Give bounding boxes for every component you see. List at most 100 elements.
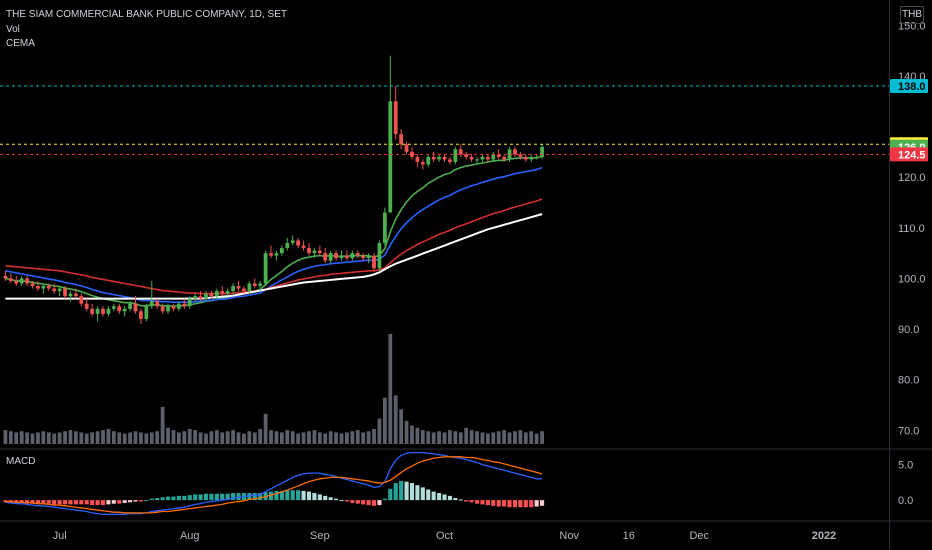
volume-bar xyxy=(274,431,279,444)
volume-bar xyxy=(328,431,333,444)
volume-bar xyxy=(529,431,534,444)
candle-body xyxy=(285,242,290,249)
macd-histogram-bar xyxy=(198,494,203,501)
macd-histogram-bar xyxy=(95,500,100,506)
volume-bar xyxy=(209,431,214,444)
volume-bar xyxy=(350,431,355,444)
macd-histogram-bar xyxy=(14,500,19,503)
volume-bar xyxy=(540,431,544,444)
candle-body xyxy=(101,308,105,314)
candle-body xyxy=(182,303,187,307)
macd-histogram-bar xyxy=(165,496,171,501)
macd-histogram-bar xyxy=(193,494,198,501)
candle-body xyxy=(73,293,78,297)
candle-body xyxy=(128,303,132,309)
ema-line-fast xyxy=(5,155,543,308)
macd-histogram-bar xyxy=(285,490,290,501)
volume-bar xyxy=(149,432,154,444)
macd-histogram-bar xyxy=(225,493,230,501)
volume-bar xyxy=(415,427,420,444)
volume-bar xyxy=(79,432,84,444)
volume-bar xyxy=(133,431,138,444)
volume-bar xyxy=(204,433,208,444)
candle-body xyxy=(388,101,393,213)
candle-body xyxy=(317,250,322,254)
macd-histogram-bar xyxy=(415,485,420,501)
volume-bar xyxy=(458,432,463,444)
macd-histogram-bar xyxy=(144,500,149,502)
candle-body xyxy=(290,240,295,243)
volume-bar xyxy=(30,433,35,444)
candle-body xyxy=(458,149,463,155)
volume-bar xyxy=(25,432,29,444)
macd-histogram-bar xyxy=(464,500,469,502)
volume-bar xyxy=(404,420,409,444)
volume-bar xyxy=(166,427,170,444)
volume-bar xyxy=(269,430,273,444)
candle-body xyxy=(231,286,235,292)
candle-body xyxy=(41,286,46,289)
volume-indicator-label[interactable]: Vol xyxy=(6,24,20,35)
currency-button[interactable]: THB xyxy=(900,6,924,24)
macd-histogram-bar xyxy=(57,500,62,505)
volume-bar xyxy=(534,433,539,444)
volume-bar xyxy=(63,431,67,444)
candle-body xyxy=(111,306,116,309)
macd-histogram-bar xyxy=(296,490,301,501)
candle-body xyxy=(426,156,431,165)
volume-bar xyxy=(507,432,512,444)
ema-line-mid xyxy=(5,166,543,304)
macd-histogram-bar xyxy=(344,500,349,502)
volume-bar xyxy=(366,431,371,444)
volume-bar xyxy=(312,430,317,444)
volume-bar xyxy=(279,432,284,444)
macd-histogram-bar xyxy=(518,500,523,508)
macd-histogram-bar xyxy=(68,500,73,505)
macd-histogram-bar xyxy=(25,500,30,503)
volume-bar xyxy=(258,428,263,444)
macd-histogram-bar xyxy=(52,500,57,505)
macd-histogram-bar xyxy=(106,500,111,505)
macd-tick-label: 5.0 xyxy=(898,460,913,472)
candle-body xyxy=(453,149,458,162)
candle-body xyxy=(144,306,149,319)
candle-body xyxy=(274,253,279,256)
volume-bar xyxy=(355,430,360,444)
macd-histogram-bar xyxy=(209,493,214,501)
volume-bar xyxy=(420,430,425,444)
candle-body xyxy=(361,255,366,259)
macd-histogram-bar xyxy=(84,500,89,505)
ema-indicator-label[interactable]: CEMA xyxy=(6,38,35,49)
macd-indicator-label[interactable]: MACD xyxy=(6,456,36,467)
candle-body xyxy=(204,293,208,299)
price-label-box xyxy=(890,79,928,94)
macd-histogram-bar xyxy=(128,500,133,503)
candle-body xyxy=(540,146,544,157)
macd-histogram-bar xyxy=(117,500,122,504)
macd-histogram-bar xyxy=(187,495,192,501)
candle-body xyxy=(79,296,84,304)
macd-histogram-bar xyxy=(312,493,317,501)
macd-histogram-bar xyxy=(214,493,219,501)
candle-body xyxy=(236,286,241,289)
time-axis-label: Jul xyxy=(53,530,67,542)
macd-histogram-bar xyxy=(171,496,176,501)
candle-body xyxy=(258,283,263,287)
macd-histogram-bar xyxy=(442,494,447,501)
volume-bar xyxy=(334,432,338,444)
macd-histogram-bar xyxy=(431,491,436,501)
time-axis-label: 2022 xyxy=(812,530,836,542)
candle-body xyxy=(247,283,252,292)
ema-line-long xyxy=(5,213,543,300)
volume-bar xyxy=(285,430,290,444)
macd-histogram-bar xyxy=(409,483,415,501)
price-label-box xyxy=(890,147,928,162)
macd-histogram-bar xyxy=(382,498,387,501)
candle-body xyxy=(279,248,284,254)
candle-body xyxy=(323,253,328,261)
volume-bar xyxy=(160,406,165,444)
macd-histogram-bar xyxy=(458,499,463,501)
candle-body xyxy=(117,306,122,312)
volume-bar xyxy=(139,432,143,444)
